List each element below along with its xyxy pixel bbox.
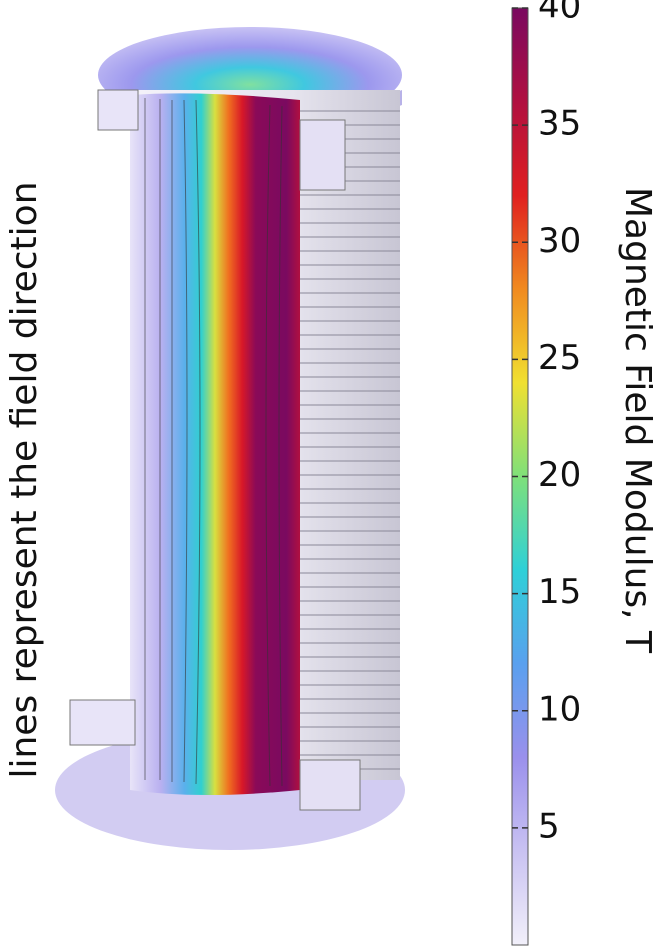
y-tick-label: 20 xyxy=(538,455,581,495)
y-tick-label: 30 xyxy=(538,221,581,261)
annotation: lines represent the field direction xyxy=(4,181,45,778)
y-tick-label: 35 xyxy=(538,104,581,144)
y-tick-label: 40 xyxy=(538,0,581,27)
y-tick-label: 15 xyxy=(538,572,581,612)
y-tick-label: 5 xyxy=(538,806,560,846)
magnet-render xyxy=(55,27,405,850)
y-tick-label: 10 xyxy=(538,689,581,729)
colorbar-title: Magnetic Field Modulus, T xyxy=(617,187,658,654)
y-tick-label: 25 xyxy=(538,338,581,378)
